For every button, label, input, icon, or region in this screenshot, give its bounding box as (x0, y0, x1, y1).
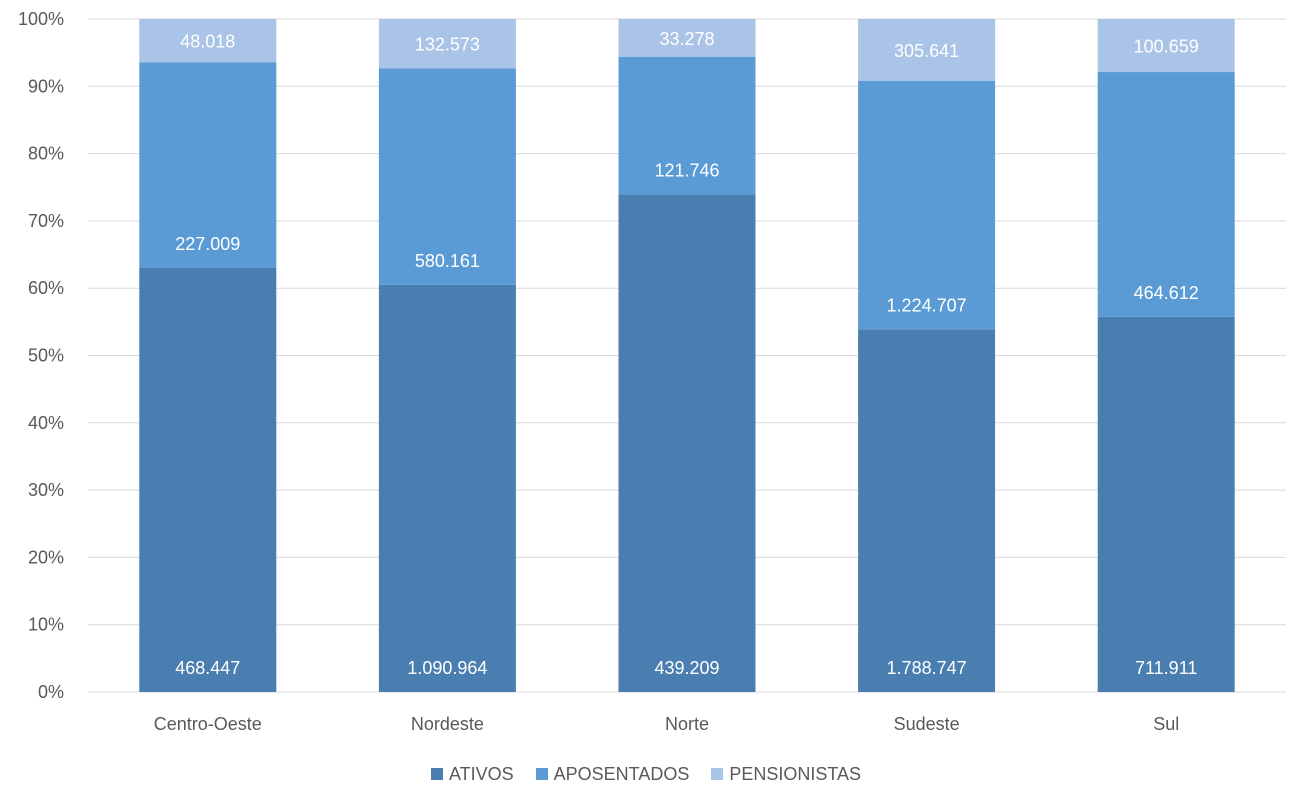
data-label: 100.659 (1134, 37, 1199, 57)
data-labels: 468.447 227.009 48.018 1.090.964 580.161 132.… (175, 29, 1198, 678)
data-label: 33.278 (659, 29, 714, 49)
bar-segment-aposentados (139, 62, 277, 268)
x-category-label: Sul (1153, 714, 1179, 734)
y-tick-label: 90% (28, 76, 64, 96)
y-tick-label: 70% (28, 211, 64, 231)
bar-segment-aposentados (378, 68, 516, 285)
bar-segment-pensionistas (618, 19, 756, 57)
y-tick-label: 50% (28, 346, 64, 366)
bar-segment-ativos (618, 194, 756, 692)
legend-swatch (430, 768, 443, 780)
data-label: 132.573 (415, 35, 480, 55)
y-tick-label: 10% (28, 615, 64, 635)
x-category-label: Centro-Oeste (154, 714, 262, 734)
y-tick-label: 60% (28, 278, 64, 298)
y-axis-labels: 0% 10% 20% 30% 40% 50% 60% 70% 80% 90% 100% (18, 9, 64, 702)
y-tick-label: 20% (28, 547, 64, 567)
data-label: 121.746 (654, 161, 719, 181)
bar-segment-ativos (139, 267, 277, 692)
data-label: 1.090.964 (407, 658, 487, 678)
y-tick-label: 80% (28, 144, 64, 164)
y-tick-label: 40% (28, 413, 64, 433)
legend-swatch (711, 768, 724, 780)
bar-segment-ativos (378, 284, 516, 692)
x-category-label: Norte (665, 714, 709, 734)
bars (139, 19, 1235, 692)
data-label: 48.018 (180, 32, 235, 52)
bar-segment-aposentados (618, 56, 756, 195)
bar-segment-pensionistas (139, 19, 277, 63)
legend-label: ATIVOS (448, 763, 514, 784)
data-label: 464.612 (1134, 283, 1199, 303)
bar-segment-pensionistas (858, 19, 996, 81)
x-axis-labels: Centro-Oeste Nordeste Norte Sudeste Sul (154, 714, 1179, 734)
y-tick-label: 100% (18, 9, 64, 29)
data-label: 305.641 (894, 41, 959, 61)
x-category-label: Nordeste (411, 714, 484, 734)
y-tick-label: 0% (38, 682, 64, 702)
x-category-label: Sudeste (894, 714, 960, 734)
bar-segment-ativos (1097, 316, 1235, 692)
bar-segment-pensionistas (1097, 19, 1235, 73)
bar-segment-aposentados (858, 80, 996, 330)
data-label: 468.447 (175, 658, 240, 678)
bar-segment-aposentados (1097, 72, 1235, 317)
data-label: 580.161 (415, 251, 480, 271)
legend-item: APOSENTADOS (535, 763, 690, 785)
y-tick-label: 30% (28, 480, 64, 500)
legend: ATIVOS APOSENTADOS PENSIONISTAS (0, 762, 1292, 786)
data-label: 1.224.707 (887, 295, 967, 315)
bar-segment-ativos (858, 329, 996, 692)
legend-swatch (535, 768, 548, 780)
legend-item: PENSIONISTAS (711, 764, 861, 785)
bar-segment-pensionistas (378, 19, 516, 69)
legend-label: APOSENTADOS (553, 763, 690, 784)
data-label: 1.788.747 (887, 658, 967, 678)
data-label: 227.009 (175, 234, 240, 254)
data-label: 711.911 (1135, 658, 1197, 678)
legend-item: ATIVOS (430, 763, 514, 785)
data-label: 439.209 (654, 658, 719, 678)
legend-label: PENSIONISTAS (729, 763, 862, 784)
